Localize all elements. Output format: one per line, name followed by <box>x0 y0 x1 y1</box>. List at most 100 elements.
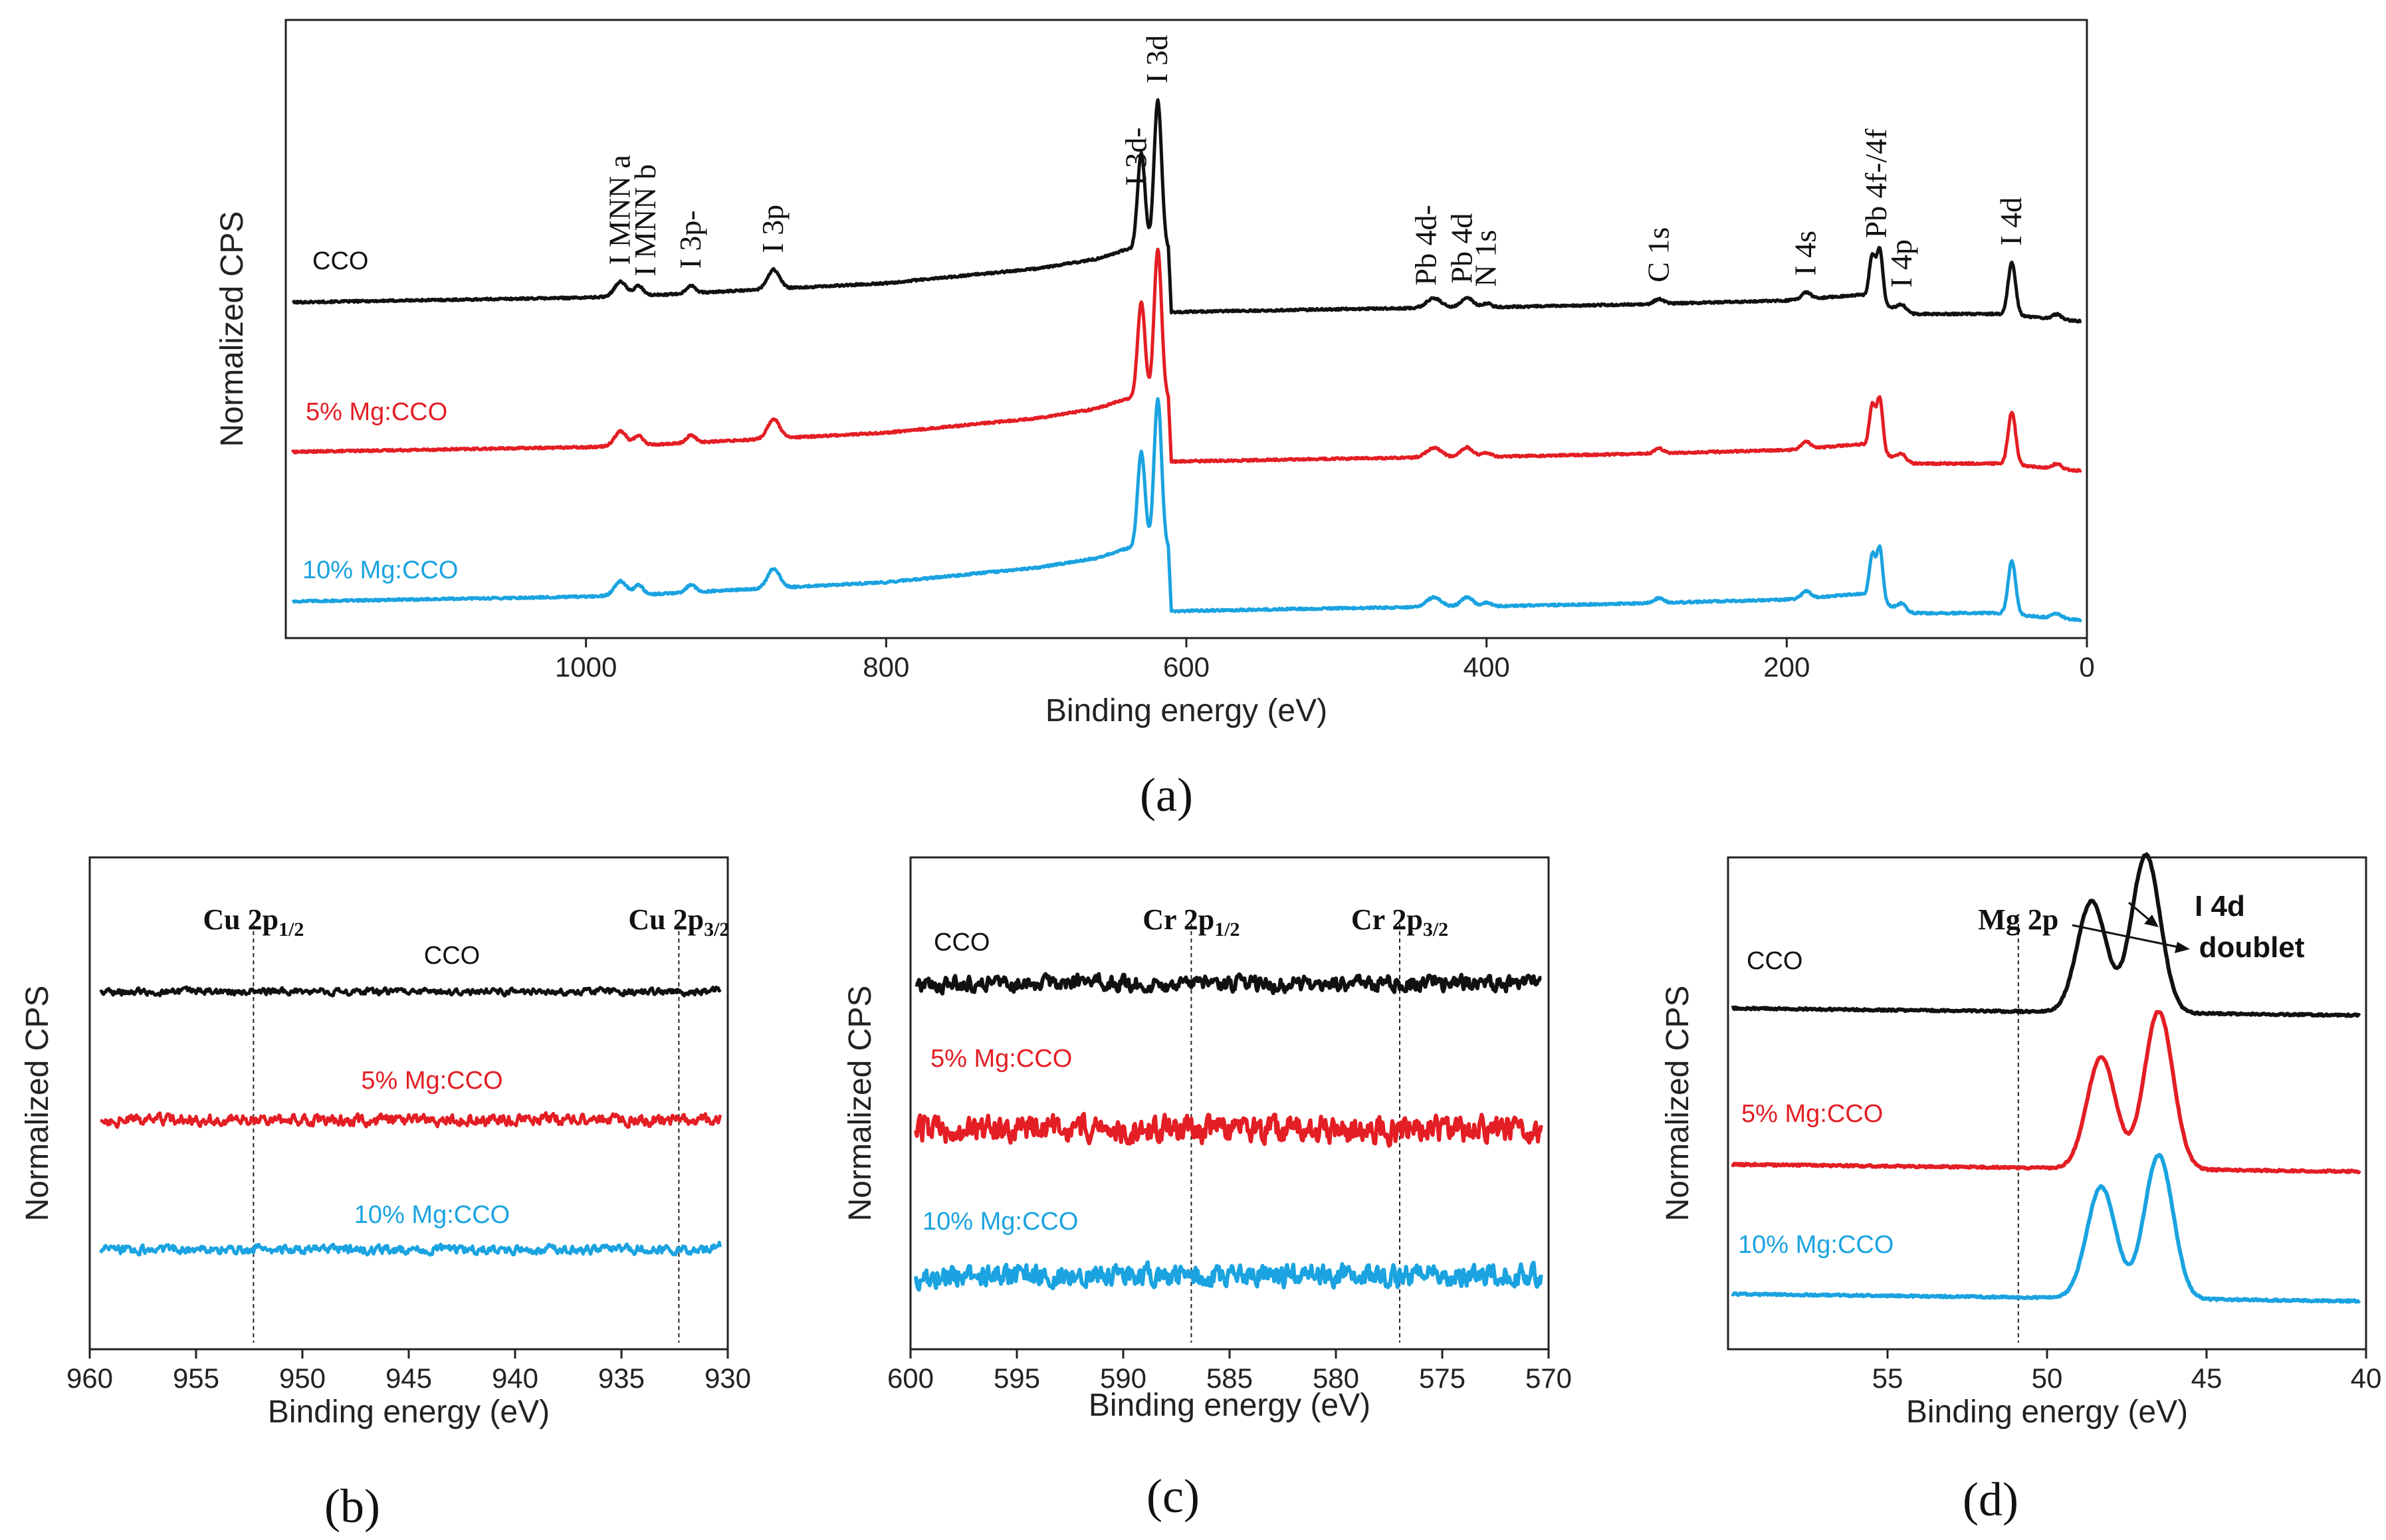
panel-a-x-tick-label-600: 600 <box>1163 651 1210 683</box>
panel-d-traces <box>1731 852 2361 1304</box>
panel-c-x-tick-label-590: 590 <box>1100 1363 1146 1394</box>
panel-a-peak-label-i-mnn-b: I MNN b <box>628 164 662 276</box>
annotation-doublet: doublet <box>2199 931 2305 964</box>
panel-c-x-tick-label-585: 585 <box>1206 1363 1253 1394</box>
annotation-i4d: I 4d <box>2195 890 2245 923</box>
panel-c-caption: (c) <box>1146 1470 1200 1523</box>
panel-a-peak-label-i-3p: I 3p- <box>673 210 707 269</box>
panel-c-series-cco <box>915 972 1543 996</box>
panel-c-series-5-mg-cco <box>914 1111 1543 1148</box>
panel-b-x-tick-label-940: 940 <box>492 1363 538 1394</box>
panel-c-series-10-mg-cco <box>914 1260 1543 1292</box>
panel-b-caption: (b) <box>324 1480 380 1533</box>
panel-a-x-tick-label-0: 0 <box>2079 651 2094 683</box>
panel-d-ref-label-0: Mg 2p <box>1978 903 2058 936</box>
panel-b-x-axis-label: Binding energy (eV) <box>268 1394 550 1430</box>
panel-c: 600 595 590 585 580 575 570 Cr 2p1/2 Cr 2p3/2 N… <box>843 856 1572 1523</box>
panel-c-x-axis: 600 595 590 585 580 575 570 <box>887 1349 1572 1394</box>
panel-d-series-5-mg-cco <box>1731 1010 2361 1174</box>
panel-a-series-5-mg-cco <box>290 247 2082 473</box>
panel-d-legend-cco: CCO <box>1747 947 1802 975</box>
annotation-arrow-1 <box>2128 901 2151 922</box>
panel-d: 55 50 45 40 Mg 2p Normalized CPS Binding en… <box>1660 852 2382 1526</box>
panel-b-x-tick-label-960: 960 <box>66 1363 113 1394</box>
panel-b-legend-cco: CCO <box>424 942 480 970</box>
panel-a-peak-label-i-mnn-a: I MNN a <box>603 155 637 265</box>
panel-b-legend-10pct: 10% Mg:CCO <box>354 1201 510 1229</box>
panel-c-x-tick-label-595: 595 <box>994 1363 1040 1394</box>
panel-b-series-cco <box>99 985 722 998</box>
panel-a-y-axis-label: Normalized CPS <box>215 211 250 447</box>
panel-d-x-axis: 55 50 45 40 <box>1872 1349 2382 1394</box>
panel-d-reference-lines: Mg 2p <box>1978 903 2058 1343</box>
panel-a-peak-label-i-3d: I 3d- <box>1119 128 1152 186</box>
panel-c-ref-subscript-1: 3/2 <box>1423 919 1448 940</box>
panel-b-ref-label-0: Cu 2p1/2 <box>203 903 304 940</box>
panel-c-legend-cco: CCO <box>934 929 990 956</box>
panel-d-x-axis-label: Binding energy (eV) <box>1906 1394 2188 1430</box>
panel-a-x-axis-label: Binding energy (eV) <box>1045 693 1327 728</box>
panel-b-traces <box>98 985 722 1257</box>
panel-c-x-axis-label: Binding energy (eV) <box>1089 1388 1370 1423</box>
panel-a-legend-cco: CCO <box>312 247 368 275</box>
panel-d-series-cco <box>1731 852 2361 1018</box>
annotation-arrow-2 <box>2072 924 2179 948</box>
panel-b-series-10-mg-cco <box>98 1240 722 1257</box>
panel-a-peak-label-pb-4f-4f: Pb 4f-/4f <box>1859 128 1893 239</box>
panel-b-ref-subscript-1: 3/2 <box>704 919 729 940</box>
panel-d-x-tick-label-40: 40 <box>2351 1363 2382 1394</box>
panel-d-caption: (d) <box>1963 1473 2018 1526</box>
panel-a-peak-label-i-4d: I 4d <box>1994 197 2028 246</box>
panel-c-x-tick-label-580: 580 <box>1313 1363 1359 1394</box>
panel-d-legend-5pct: 5% Mg:CCO <box>1741 1100 1883 1128</box>
panel-b-x-tick-label-945: 945 <box>385 1363 432 1394</box>
panel-b-x-tick-label-950: 950 <box>279 1363 326 1394</box>
panel-d-legend-10pct: 10% Mg:CCO <box>1738 1231 1894 1259</box>
panel-d-series-10-mg-cco <box>1731 1153 2361 1304</box>
panel-b: 960 955 950 945 940 935 930 Cu 2p1/2 Cu 2p3/2 N… <box>20 856 751 1533</box>
panel-a-peak-label-n-1s: N 1s <box>1469 230 1503 287</box>
panel-a-series-cco <box>291 98 2082 324</box>
panel-c-traces <box>914 972 1543 1292</box>
panel-c-legend-10pct: 10% Mg:CCO <box>922 1208 1078 1236</box>
panel-b-x-tick-label-930: 930 <box>705 1363 751 1394</box>
panel-c-ref-subscript-0: 1/2 <box>1214 919 1240 940</box>
panel-a-peak-label-pb-4d: Pb 4d <box>1444 213 1478 284</box>
panel-a-traces <box>290 98 2082 623</box>
panel-d-x-tick-label-50: 50 <box>2032 1363 2063 1394</box>
panel-a-x-axis: 1000 800 600 400 200 0 <box>555 638 2095 683</box>
panel-b-x-axis: 960 955 950 945 940 935 930 <box>66 1349 751 1394</box>
panel-a-x-tick-label-200: 200 <box>1763 651 1810 683</box>
panel-a-series-10-mg-cco <box>291 397 2082 623</box>
panel-a-peak-label-i-3p: I 3p <box>756 205 790 253</box>
panel-c-x-tick-label-570: 570 <box>1525 1363 1572 1394</box>
panel-a-peak-label-pb-4d: Pb 4d- <box>1408 205 1442 285</box>
panel-c-reference-lines: Cr 2p1/2 Cr 2p3/2 <box>1142 903 1448 1343</box>
panel-a-x-tick-label-1000: 1000 <box>555 651 617 683</box>
panel-b-ref-label-1: Cu 2p3/2 <box>628 903 729 940</box>
panel-a-peak-label-i-3d: I 3d <box>1140 35 1174 84</box>
panel-a-x-tick-label-400: 400 <box>1464 651 1510 683</box>
panel-a-peak-label-c-1s: C 1s <box>1641 227 1675 282</box>
panel-c-ref-label-1: Cr 2p3/2 <box>1351 903 1448 940</box>
panel-c-legend-5pct: 5% Mg:CCO <box>930 1045 1072 1073</box>
annotation-arrowhead-2 <box>2175 942 2190 953</box>
panel-b-series-5-mg-cco <box>100 1111 722 1129</box>
panel-a-caption: (a) <box>1140 768 1193 822</box>
panel-d-x-tick-label-45: 45 <box>2191 1363 2223 1394</box>
panel-c-ref-label-0: Cr 2p1/2 <box>1142 903 1240 940</box>
panel-b-x-tick-label-935: 935 <box>598 1363 645 1394</box>
panel-b-legend-5pct: 5% Mg:CCO <box>361 1067 502 1095</box>
panel-c-x-tick-label-575: 575 <box>1419 1363 1465 1394</box>
panel-a-peak-label-i-4p: I 4p <box>1884 239 1918 288</box>
panel-b-y-axis-label: Normalized CPS <box>20 986 55 1222</box>
panel-c-x-tick-label-600: 600 <box>887 1363 934 1394</box>
panel-a-legend-5pct: 5% Mg:CCO <box>306 398 447 426</box>
panel-c-y-axis-label: Normalized CPS <box>843 986 878 1222</box>
panel-d-x-tick-label-55: 55 <box>1872 1363 1903 1394</box>
panel-d-y-axis-label: Normalized CPS <box>1660 986 1695 1222</box>
panel-a-x-tick-label-800: 800 <box>863 651 909 683</box>
panel-b-ref-subscript-0: 1/2 <box>278 919 304 940</box>
